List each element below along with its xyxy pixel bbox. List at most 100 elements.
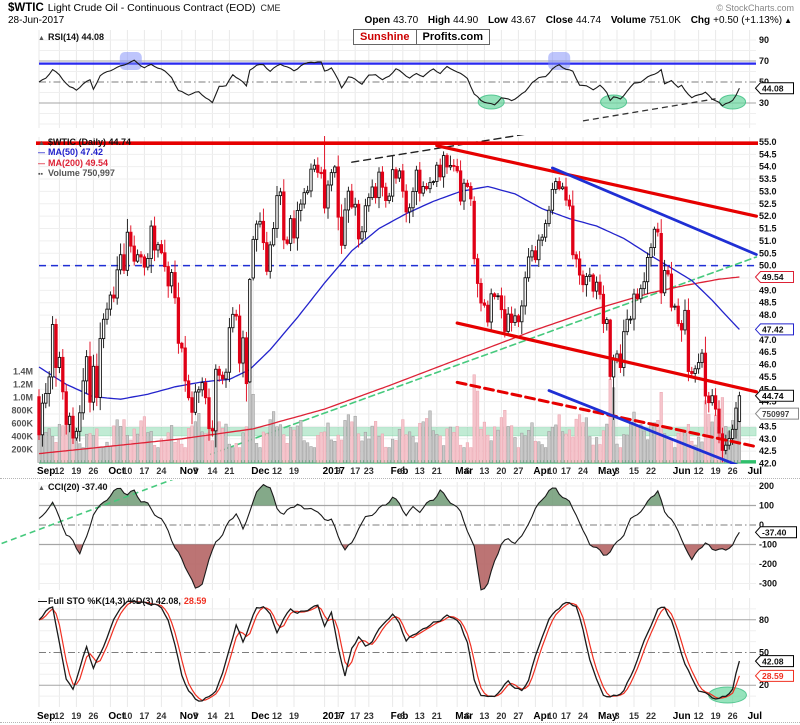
svg-text:12: 12 [272, 466, 282, 476]
svg-text:600K: 600K [11, 419, 33, 429]
svg-text:Mar: Mar [455, 711, 473, 722]
svg-text:0: 0 [759, 520, 764, 530]
price-axis: 55.0 54.5 54.0 53.5 53.0 52.5 52.0 51.5 51.0 50.5… [754, 137, 799, 469]
open-value: 43.70 [393, 15, 419, 26]
svg-text:Dec: Dec [251, 466, 270, 477]
svg-text:15: 15 [629, 466, 639, 476]
svg-text:Sep: Sep [37, 466, 55, 477]
svg-text:Feb: Feb [391, 466, 409, 477]
svg-text:13: 13 [415, 711, 425, 721]
svg-text:Oct: Oct [108, 711, 125, 722]
svg-text:24: 24 [578, 711, 588, 721]
sto-axis: 80 50 20 42.08 28.59 [754, 615, 794, 690]
svg-text:42.08: 42.08 [762, 656, 784, 666]
rsi-axis: 90 70 50 30 44.08 [754, 35, 794, 108]
sto-label: Full STO %K(14,3) %D(3) 42.08, [48, 596, 181, 606]
svg-text:19: 19 [289, 466, 299, 476]
svg-text:17: 17 [561, 711, 571, 721]
cci-label: CCI(20) -37.40 [48, 482, 108, 492]
svg-text:24: 24 [156, 711, 166, 721]
svg-text:24: 24 [156, 466, 166, 476]
svg-text:10: 10 [122, 466, 132, 476]
quote-bar: Open 43.70 High 44.90 Low 43.67 Close 44.74 … [358, 15, 792, 26]
svg-text:2017: 2017 [323, 711, 346, 722]
svg-text:-300: -300 [759, 579, 777, 589]
svg-text:49.54: 49.54 [762, 272, 784, 282]
chg-value: +0.50 (+1.13%) [713, 15, 783, 26]
svg-text:1.0M: 1.0M [13, 393, 33, 403]
sto-panel [38, 600, 756, 704]
svg-text:46.5: 46.5 [759, 347, 777, 357]
sto-line-icon: — [38, 596, 47, 606]
svg-text:19: 19 [711, 711, 721, 721]
volume-value: 751.0K [649, 15, 681, 26]
svg-text:10: 10 [547, 466, 557, 476]
svg-text:-100: -100 [759, 540, 777, 550]
svg-text:7: 7 [193, 711, 198, 721]
rsi-label: RSI(14) 44.08 [48, 32, 105, 42]
svg-text:13: 13 [479, 711, 489, 721]
svg-text:53.5: 53.5 [759, 174, 777, 184]
svg-text:49.0: 49.0 [759, 285, 777, 295]
close-label: Close [545, 15, 573, 26]
svg-text:26: 26 [88, 711, 98, 721]
cci-legend: ▲ CCI(20) -37.40 [38, 482, 108, 493]
svg-text:19: 19 [711, 466, 721, 476]
svg-text:45.5: 45.5 [759, 372, 777, 382]
symbol: $WTIC [8, 2, 44, 14]
svg-text:19: 19 [71, 466, 81, 476]
svg-text:21: 21 [432, 466, 442, 476]
svg-text:9: 9 [336, 711, 341, 721]
svg-text:54.5: 54.5 [759, 149, 777, 159]
svg-text:26: 26 [728, 466, 738, 476]
svg-text:9: 9 [336, 466, 341, 476]
svg-text:1.4M: 1.4M [13, 367, 33, 377]
svg-text:Nov: Nov [180, 711, 199, 722]
svg-text:Jul: Jul [748, 711, 763, 722]
svg-text:13: 13 [415, 466, 425, 476]
svg-text:750997: 750997 [762, 410, 790, 419]
svg-text:17: 17 [139, 711, 149, 721]
close-value: 44.74 [576, 15, 602, 26]
svg-text:12: 12 [694, 466, 704, 476]
volume-bars-icon: ▪▪ [38, 170, 43, 178]
svg-text:6: 6 [465, 711, 470, 721]
svg-text:6: 6 [400, 466, 405, 476]
rsi-legend: ▲ RSI(14) 44.08 [38, 32, 105, 43]
svg-text:24: 24 [578, 466, 588, 476]
svg-text:7: 7 [193, 466, 198, 476]
price-panel [36, 135, 758, 464]
sto-legend: —Full STO %K(14,3) %D(3) 42.08, 28.59 [38, 596, 206, 606]
cci-axis: 200 100 0 -100 -200 -300 -37.40 [754, 481, 797, 589]
svg-text:23: 23 [364, 711, 374, 721]
svg-text:10: 10 [122, 711, 132, 721]
stockcharts-credit: © StockCharts.com [716, 3, 794, 13]
svg-text:42.0: 42.0 [759, 459, 777, 469]
volume-axis: 1.4M 1.2M 1.0M 800K 600K 400K 200K [11, 367, 33, 455]
svg-text:14: 14 [207, 711, 217, 721]
svg-text:21: 21 [432, 711, 442, 721]
cci-panel [1, 480, 756, 591]
svg-text:May: May [598, 466, 618, 477]
high-label: High [427, 15, 451, 26]
svg-text:90: 90 [759, 35, 769, 45]
svg-text:15: 15 [629, 711, 639, 721]
svg-text:55.0: 55.0 [759, 137, 777, 147]
svg-text:17: 17 [350, 466, 360, 476]
svg-text:22: 22 [646, 466, 656, 476]
svg-text:42.5: 42.5 [759, 446, 777, 456]
svg-text:10: 10 [547, 711, 557, 721]
svg-text:47.0: 47.0 [759, 335, 777, 345]
ma50-legend: — MA(50) 47.42 [38, 147, 104, 158]
svg-text:Apr: Apr [533, 466, 550, 477]
svg-text:800K: 800K [11, 406, 33, 416]
svg-text:54.0: 54.0 [759, 162, 777, 172]
svg-text:200: 200 [759, 481, 774, 491]
ma200-legend: — MA(200) 49.54 [38, 157, 109, 168]
open-label: Open [364, 15, 391, 26]
svg-text:400K: 400K [11, 432, 33, 442]
svg-text:22: 22 [646, 711, 656, 721]
